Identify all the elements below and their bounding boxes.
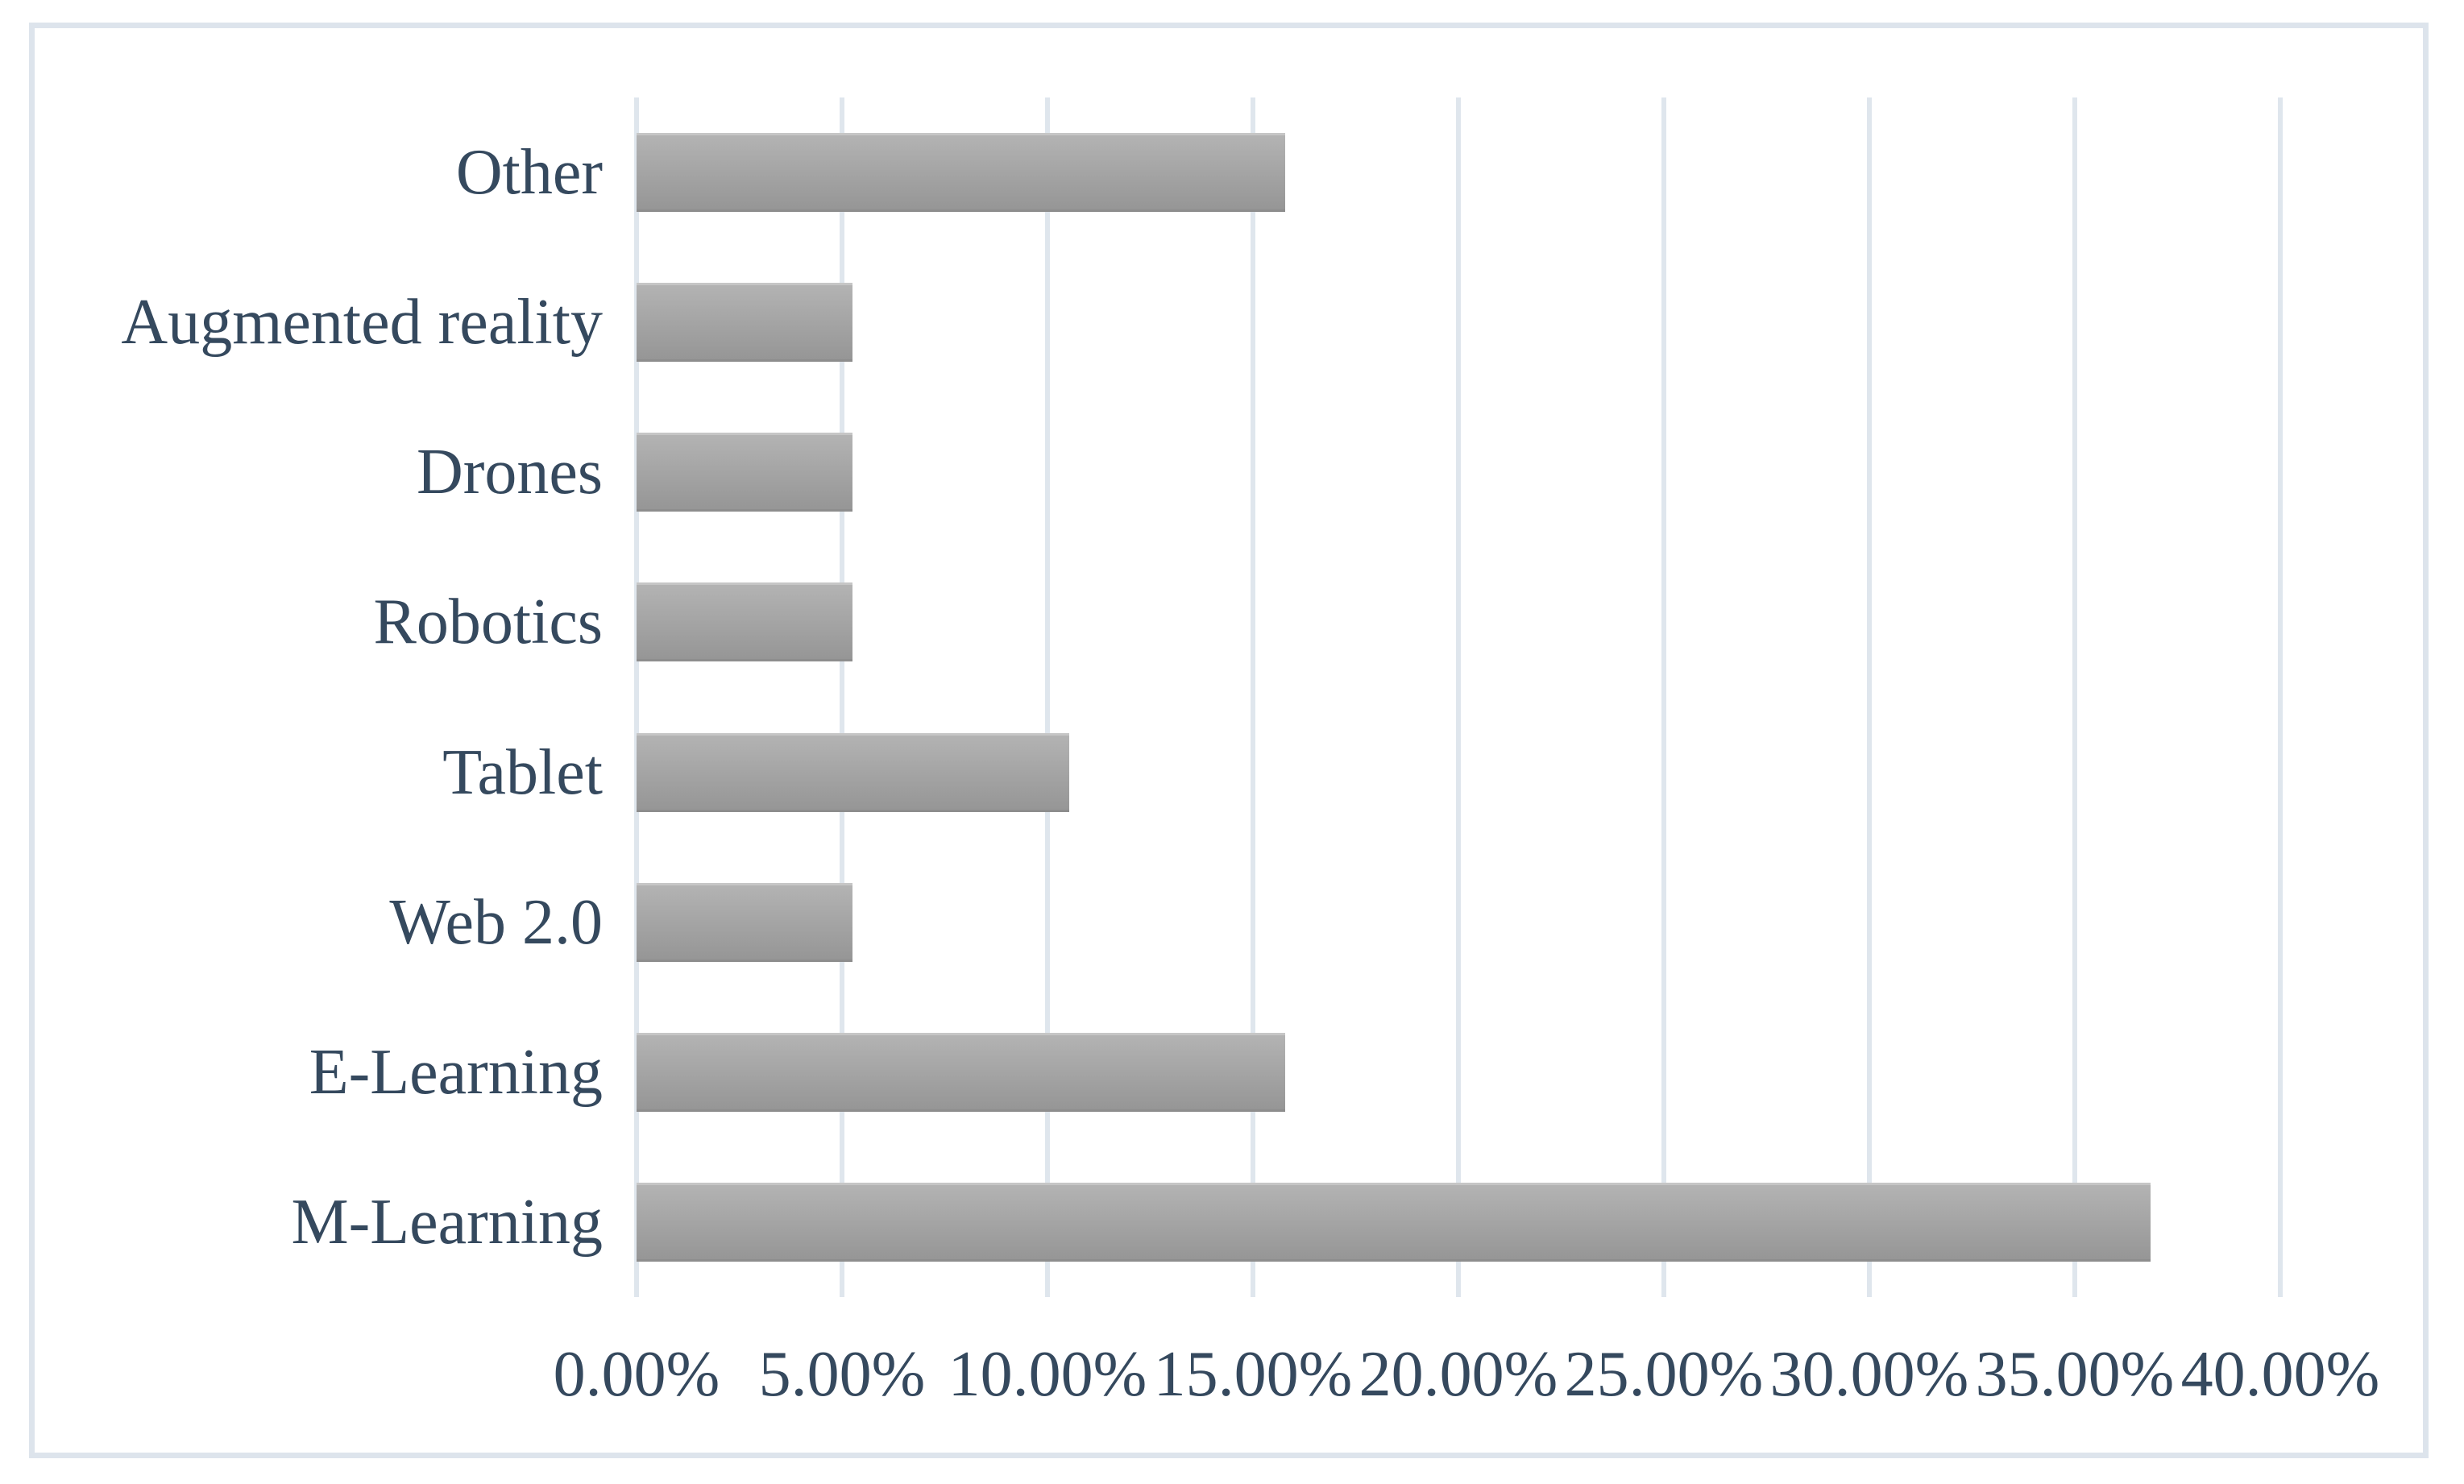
x-tick-label: 15.00% [1153,1339,1353,1410]
bar [637,283,853,363]
bar-row [637,1147,2280,1297]
bar [637,1032,1286,1112]
bar-row [637,997,2280,1147]
x-tick-label: 5.00% [758,1339,926,1410]
x-tick-label: 35.00% [1975,1339,2175,1410]
bar [637,1182,2151,1262]
gridline [2072,97,2077,1297]
category-row: Web 2.0 [48,848,603,997]
bar [637,732,1070,812]
category-row: Augmented reality [48,247,603,397]
bars-layer [637,97,2280,1297]
category-row: Other [48,97,603,247]
x-axis: 0.00% 5.00% 10.00% 15.00% 20.00% 25.00% 30.00%… [554,1339,2380,1436]
category-label: Web 2.0 [389,886,603,958]
category-label: Augmented reality [121,287,603,359]
bar-row [637,848,2280,997]
category-row: Robotics [48,547,603,697]
x-tick-label: 20.00% [1359,1339,1558,1410]
x-tick-label: 40.00% [2180,1339,2380,1410]
gridline [2278,97,2283,1297]
category-label: Tablet [442,736,603,808]
category-label: Robotics [373,587,603,658]
bar-row [637,97,2280,247]
bar [637,133,1286,213]
bar [637,882,853,962]
x-tick-label: 10.00% [948,1339,1147,1410]
gridline [1456,97,1461,1297]
category-axis: Other Augmented reality Drones Robotics Tabl… [48,97,603,1297]
bar-row [637,247,2280,397]
bar [637,433,853,512]
x-tick-label: 30.00% [1769,1339,1969,1410]
bar-row [637,397,2280,547]
plot-area [634,97,2283,1297]
gridline [840,97,844,1297]
gridline [1045,97,1050,1297]
category-label: Other [455,137,603,209]
bar-row [637,547,2280,697]
gridline [1867,97,1872,1297]
bar-row [637,698,2280,848]
gridline [634,97,639,1297]
bar [637,582,853,662]
category-row: M-Learning [48,1147,603,1297]
category-label: Drones [416,437,603,508]
gridlines-layer [634,97,2283,1297]
gridline [1661,97,1666,1297]
gridline [1251,97,1255,1297]
category-label: E-Learning [309,1036,603,1108]
category-label: M-Learning [291,1186,603,1258]
x-tick-label: 0.00% [553,1339,720,1410]
category-row: Drones [48,397,603,547]
category-row: Tablet [48,698,603,848]
x-tick-label: 25.00% [1564,1339,1764,1410]
category-row: E-Learning [48,997,603,1147]
